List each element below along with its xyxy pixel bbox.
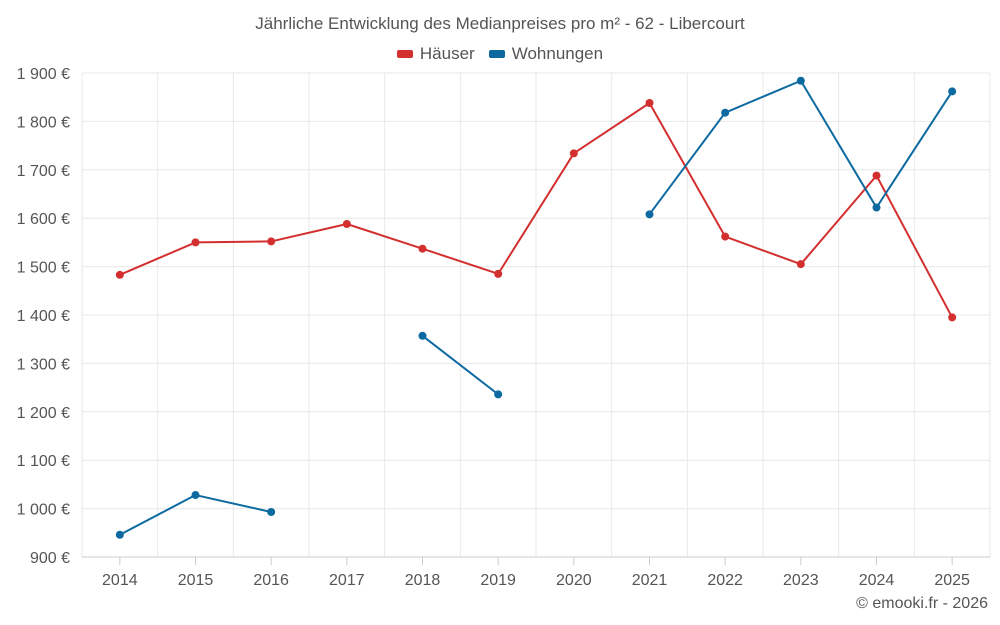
- y-tick-label: 1 500 €: [17, 260, 70, 277]
- data-point-hauser: [418, 244, 427, 253]
- data-point-hauser: [191, 238, 200, 247]
- data-point-wohnungen: [721, 108, 730, 117]
- x-tick-label: 2022: [707, 572, 743, 589]
- legend-swatch-wohnungen: [488, 50, 505, 58]
- data-point-wohnungen: [796, 76, 805, 85]
- data-point-hauser: [796, 260, 805, 269]
- y-tick-label: 1 000 €: [17, 502, 70, 519]
- series-line-wohnungen: [119, 494, 272, 536]
- x-tick-label: 2023: [783, 572, 819, 589]
- y-tick-label: 1 100 €: [17, 453, 70, 470]
- data-point-wohnungen: [948, 87, 957, 96]
- y-tick-label: 1 800 €: [17, 114, 70, 131]
- series-line-hauser: [119, 102, 954, 318]
- data-point-hauser: [721, 232, 730, 241]
- y-tick-label: 900 €: [30, 550, 70, 567]
- data-point-wohnungen: [115, 530, 124, 539]
- data-point-hauser: [569, 149, 578, 158]
- series-line-wohnungen: [421, 335, 499, 396]
- legend: Häuser Wohnungen: [0, 44, 1000, 64]
- chart-title: Jährliche Entwicklung des Medianpreises …: [255, 14, 745, 33]
- legend-label-hauser: Häuser: [419, 44, 475, 63]
- data-point-wohnungen: [267, 507, 276, 516]
- x-tick-label: 2021: [632, 572, 668, 589]
- y-tick-label: 1 600 €: [17, 211, 70, 228]
- y-tick-label: 1 900 €: [17, 66, 70, 83]
- series-line-wohnungen: [648, 79, 954, 215]
- legend-item-wohnungen[interactable]: Wohnungen: [488, 44, 604, 64]
- data-point-wohnungen: [418, 331, 427, 340]
- legend-swatch-hauser: [396, 50, 413, 58]
- data-point-wohnungen: [645, 210, 654, 219]
- x-tick-label: 2017: [329, 572, 365, 589]
- data-point-wohnungen: [494, 390, 503, 399]
- legend-label-wohnungen: Wohnungen: [511, 44, 604, 63]
- data-point-hauser: [494, 269, 503, 278]
- x-tick-label: 2025: [934, 572, 970, 589]
- x-tick-label: 2016: [253, 572, 289, 589]
- data-point-wohnungen: [872, 203, 881, 212]
- y-tick-label: 1 200 €: [17, 405, 70, 422]
- data-point-hauser: [645, 99, 654, 108]
- x-tick-label: 2014: [102, 572, 138, 589]
- data-point-hauser: [948, 313, 957, 322]
- data-point-hauser: [342, 220, 351, 229]
- x-tick-label: 2024: [859, 572, 895, 589]
- y-tick-label: 1 300 €: [17, 356, 70, 373]
- x-tick-label: 2018: [405, 572, 441, 589]
- y-tick-label: 1 700 €: [17, 163, 70, 180]
- credits-text[interactable]: © emooki.fr - 2026: [856, 595, 988, 612]
- data-point-wohnungen: [191, 491, 200, 500]
- data-point-hauser: [115, 270, 124, 279]
- data-point-hauser: [267, 237, 276, 246]
- x-tick-label: 2015: [178, 572, 214, 589]
- x-tick-label: 2019: [480, 572, 516, 589]
- legend-item-hauser[interactable]: Häuser: [396, 44, 475, 64]
- data-point-hauser: [872, 171, 881, 180]
- y-tick-label: 1 400 €: [17, 308, 70, 325]
- x-tick-label: 2020: [556, 572, 592, 589]
